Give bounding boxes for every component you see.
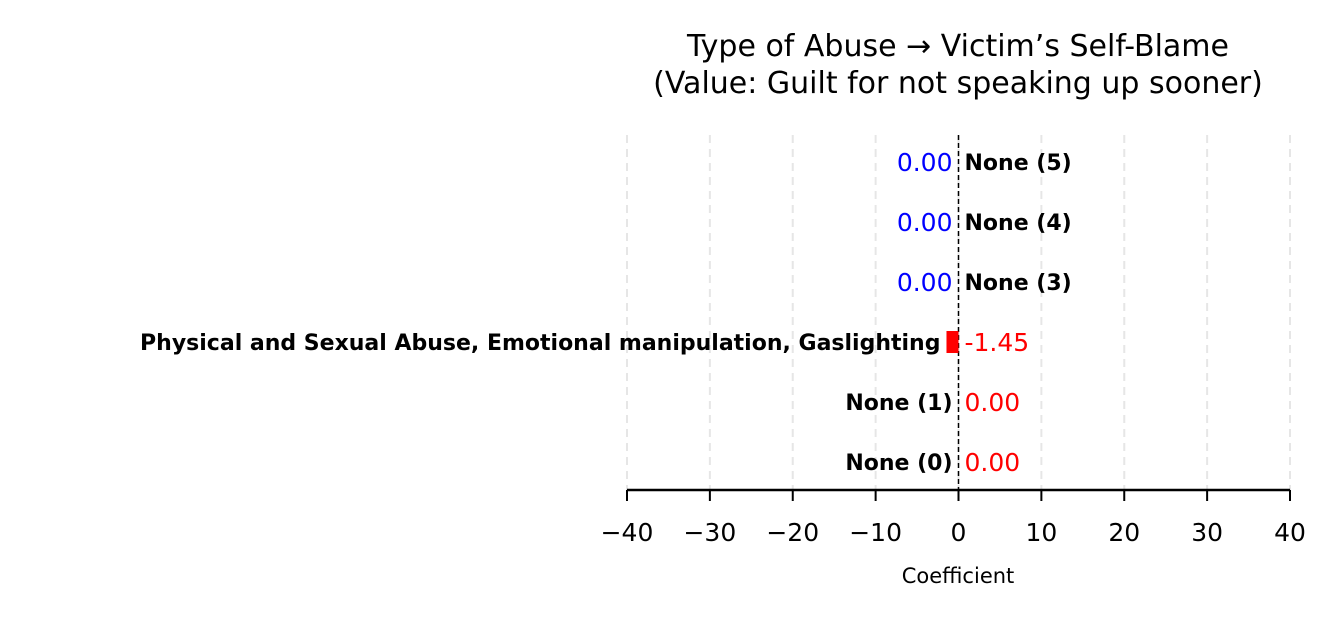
- x-tick-label: −20: [766, 518, 819, 547]
- x-tick-label: −30: [683, 518, 736, 547]
- value-label: -1.45: [965, 328, 1030, 357]
- category-label: None (4): [965, 211, 1072, 236]
- value-label: 0.00: [897, 148, 953, 177]
- category-label: None (3): [965, 271, 1072, 296]
- value-label: 0.00: [897, 268, 953, 297]
- chart-title: Type of Abuse → Victim’s Self-Blame: [686, 29, 1229, 64]
- grid-lines: [626, 135, 1291, 490]
- category-label: None (0): [845, 451, 952, 476]
- x-tick-label: 30: [1191, 518, 1223, 547]
- value-label: 0.00: [965, 448, 1021, 477]
- x-axis-label: Coefficient: [902, 564, 1015, 588]
- value-label: 0.00: [965, 388, 1021, 417]
- category-label: None (5): [965, 151, 1072, 176]
- chart-subtitle: (Value: Guilt for not speaking up sooner…: [653, 66, 1263, 101]
- x-tick-label: −40: [601, 518, 654, 547]
- category-label: None (1): [845, 391, 952, 416]
- bar: [946, 331, 959, 353]
- bar-labels: None (0) 0.00 None (1) 0.00 Physical and Sex…: [140, 148, 1072, 477]
- x-tick-label: 10: [1025, 518, 1057, 547]
- x-tick-label: −10: [849, 518, 902, 547]
- bars: [946, 331, 959, 353]
- x-tick-label: 40: [1274, 518, 1306, 547]
- x-tick-label: 20: [1108, 518, 1140, 547]
- value-label: 0.00: [897, 208, 953, 237]
- x-axis: −40 −30 −20 −10 0 10 20 30 40: [601, 488, 1306, 547]
- x-tick-label: 0: [951, 518, 967, 547]
- category-label: Physical and Sexual Abuse, Emotional man…: [140, 331, 940, 356]
